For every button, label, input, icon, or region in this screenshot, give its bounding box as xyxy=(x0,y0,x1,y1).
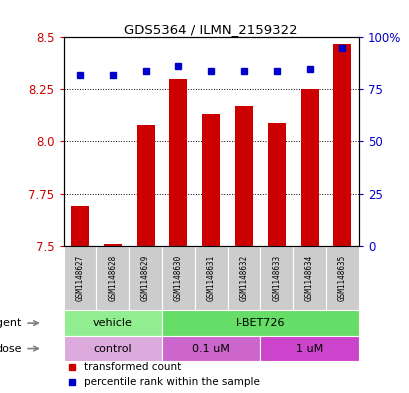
Text: control: control xyxy=(93,343,132,354)
Text: GSM1148630: GSM1148630 xyxy=(173,255,182,301)
Bar xyxy=(63,310,162,336)
Text: GSM1148631: GSM1148631 xyxy=(206,255,215,301)
Text: GSM1148633: GSM1148633 xyxy=(272,255,281,301)
Title: GDS5364 / ILMN_2159322: GDS5364 / ILMN_2159322 xyxy=(124,23,297,36)
Bar xyxy=(63,336,162,361)
Text: dose: dose xyxy=(0,343,22,354)
Text: GSM1148629: GSM1148629 xyxy=(141,255,150,301)
Bar xyxy=(227,246,260,310)
Text: transformed count: transformed count xyxy=(84,362,181,373)
Text: GSM1148634: GSM1148634 xyxy=(304,255,313,301)
Bar xyxy=(300,89,318,246)
Text: percentile rank within the sample: percentile rank within the sample xyxy=(84,377,259,387)
Bar xyxy=(292,246,325,310)
Text: I-BET726: I-BET726 xyxy=(235,318,284,328)
Text: GSM1148632: GSM1148632 xyxy=(239,255,248,301)
Bar xyxy=(267,123,285,246)
Text: agent: agent xyxy=(0,318,22,328)
Bar xyxy=(333,44,351,246)
Bar xyxy=(103,244,121,246)
Bar xyxy=(96,246,129,310)
Bar xyxy=(162,246,194,310)
Text: GSM1148635: GSM1148635 xyxy=(337,255,346,301)
Bar xyxy=(71,206,89,246)
Bar xyxy=(260,246,292,310)
Text: vehicle: vehicle xyxy=(92,318,133,328)
Bar xyxy=(325,246,358,310)
Bar xyxy=(202,114,220,246)
Bar xyxy=(63,246,96,310)
Bar xyxy=(169,79,187,246)
Bar xyxy=(162,310,358,336)
Bar xyxy=(194,246,227,310)
Bar xyxy=(260,336,358,361)
Text: GSM1148628: GSM1148628 xyxy=(108,255,117,301)
Bar xyxy=(136,125,154,246)
Bar xyxy=(129,246,162,310)
Text: 1 uM: 1 uM xyxy=(295,343,322,354)
Text: 0.1 uM: 0.1 uM xyxy=(192,343,229,354)
Bar xyxy=(162,336,260,361)
Text: GSM1148627: GSM1148627 xyxy=(75,255,84,301)
Bar xyxy=(234,106,252,246)
